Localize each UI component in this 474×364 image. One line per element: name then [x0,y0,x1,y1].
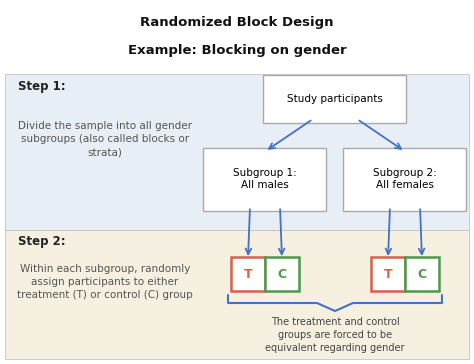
Text: The treatment and control
groups are forced to be
equivalent regarding gender: The treatment and control groups are for… [265,317,405,353]
FancyBboxPatch shape [231,257,265,291]
Text: Subgroup 1:
All males: Subgroup 1: All males [233,168,297,190]
FancyBboxPatch shape [405,257,439,291]
Text: Within each subgroup, randomly
assign participants to either
treatment (T) or co: Within each subgroup, randomly assign pa… [17,264,193,300]
FancyBboxPatch shape [344,147,466,210]
Text: Example: Blocking on gender: Example: Blocking on gender [128,44,346,56]
Text: Randomized Block Design: Randomized Block Design [140,16,334,28]
Text: Step 1:: Step 1: [18,79,65,92]
FancyBboxPatch shape [203,147,327,210]
Text: T: T [383,268,392,281]
FancyBboxPatch shape [371,257,405,291]
Text: C: C [418,268,427,281]
FancyBboxPatch shape [264,75,407,123]
Text: T: T [244,268,252,281]
FancyBboxPatch shape [5,230,469,359]
FancyBboxPatch shape [265,257,299,291]
Text: Study participants: Study participants [287,94,383,104]
Text: Subgroup 2:
All females: Subgroup 2: All females [373,168,437,190]
Text: Divide the sample into all gender
subgroups (also called blocks or
strata): Divide the sample into all gender subgro… [18,121,192,157]
Text: Step 2:: Step 2: [18,236,65,249]
Text: C: C [277,268,287,281]
FancyBboxPatch shape [5,74,469,230]
